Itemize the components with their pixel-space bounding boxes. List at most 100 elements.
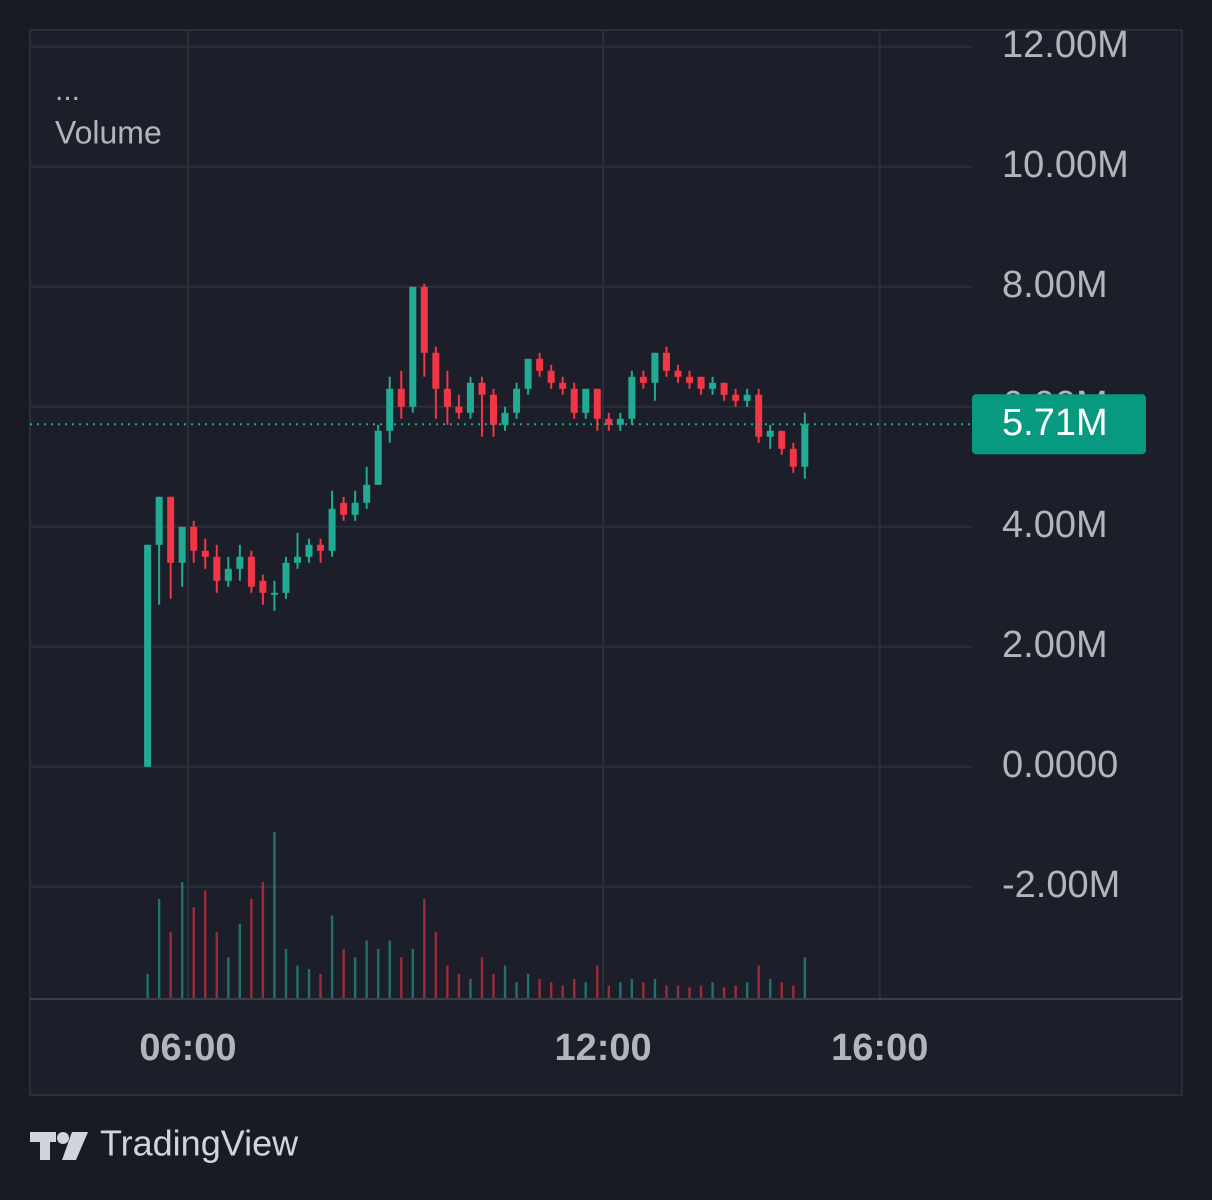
- candle-body: [547, 370, 555, 383]
- candle-body: [213, 556, 221, 581]
- candle-body: [351, 502, 359, 515]
- volume-bar: [711, 982, 714, 999]
- x-tick-label: 12:00: [554, 1027, 651, 1069]
- volume-bar: [192, 907, 195, 999]
- candle-body: [190, 526, 198, 551]
- volume-bar: [307, 968, 311, 999]
- chart-pane: [29, 29, 1183, 1096]
- volume-bar: [619, 982, 622, 999]
- volume-bar: [446, 965, 449, 999]
- candle-body: [443, 388, 451, 407]
- candle-body: [559, 382, 567, 389]
- volume-bar: [261, 882, 265, 999]
- volume-bar: [273, 832, 276, 999]
- candle-body: [259, 580, 267, 593]
- candle-body: [720, 382, 728, 395]
- candle-body: [628, 376, 636, 419]
- candle-body: [236, 556, 244, 569]
- volume-bar: [480, 957, 484, 999]
- y-tick-label: 8.00M: [1002, 264, 1108, 306]
- volume-bar: [180, 882, 184, 999]
- volume-bar: [423, 898, 426, 999]
- volume-bar: [227, 957, 230, 999]
- x-tick-label: 06:00: [139, 1027, 236, 1069]
- volume-bars: [146, 832, 807, 999]
- volume-bar: [780, 982, 783, 999]
- candle-body: [778, 430, 786, 449]
- volume-bar: [411, 948, 414, 999]
- indicator-name: Volume: [55, 114, 162, 150]
- volume-bar: [434, 932, 438, 999]
- candle-body: [409, 286, 417, 407]
- volume-bar: [469, 978, 472, 999]
- candle-body: [201, 550, 209, 557]
- candle-body: [270, 592, 278, 595]
- volume-bar: [676, 985, 680, 999]
- candle-body: [651, 352, 659, 383]
- candle-body: [513, 388, 521, 413]
- volume-bar: [400, 957, 403, 999]
- volume-bar: [584, 982, 587, 999]
- candle-body: [801, 424, 809, 467]
- candle-body: [639, 376, 647, 383]
- candle-body: [501, 412, 509, 425]
- candle-body: [455, 406, 463, 413]
- candle-body: [305, 544, 313, 557]
- candle-body: [743, 394, 751, 401]
- candle-body: [317, 544, 325, 551]
- volume-bar: [803, 957, 807, 999]
- candle-body: [282, 562, 290, 593]
- candle-body: [167, 496, 175, 563]
- volume-bar: [573, 978, 576, 999]
- candle-body: [432, 352, 440, 389]
- volume-bar: [757, 965, 760, 999]
- candle-body: [755, 394, 763, 437]
- y-tick-label: 2.00M: [1002, 624, 1108, 666]
- volume-bar: [515, 982, 518, 999]
- candle-body: [686, 376, 694, 383]
- volume-bar: [169, 932, 172, 999]
- volume-bar: [699, 985, 703, 999]
- candle-body: [328, 508, 336, 551]
- volume-bar: [503, 965, 507, 999]
- volume-bar: [157, 898, 161, 999]
- volume-bar: [549, 982, 553, 999]
- candle-body: [490, 394, 498, 425]
- volume-bar: [734, 985, 737, 999]
- brand-name: TradingView: [100, 1123, 299, 1164]
- last-price-label: 5.71M: [1002, 402, 1108, 444]
- volume-bar: [365, 940, 368, 999]
- candle-body: [466, 382, 474, 413]
- candle-body: [420, 286, 428, 353]
- volume-bar: [204, 890, 207, 999]
- candle-body: [789, 448, 797, 467]
- grid: [30, 30, 972, 999]
- volume-bar: [238, 923, 242, 999]
- y-tick-label: 0.0000: [1002, 744, 1118, 786]
- volume-bar: [492, 973, 495, 999]
- volume-bar: [642, 982, 645, 999]
- volume-bar: [630, 978, 634, 999]
- candle-body: [386, 388, 394, 431]
- volume-bar: [526, 973, 530, 999]
- candle-body: [766, 430, 774, 437]
- volume-bar: [607, 985, 611, 999]
- candle-body: [524, 358, 532, 389]
- volume-bar: [250, 898, 253, 999]
- candle-body: [224, 568, 232, 581]
- brand-logo: [30, 1132, 88, 1160]
- candle-body: [340, 502, 348, 515]
- y-tick-label: -2.00M: [1002, 864, 1120, 906]
- volume-bar: [388, 940, 391, 999]
- volume-bar: [342, 948, 345, 999]
- candle-body: [397, 388, 405, 407]
- volume-bar: [377, 948, 380, 999]
- volume-bar: [653, 978, 657, 999]
- candle-body: [363, 484, 371, 503]
- y-tick-label: 10.00M: [1002, 144, 1129, 186]
- volume-bar: [296, 965, 299, 999]
- indicator-menu[interactable]: ...: [55, 74, 80, 107]
- volume-bar: [284, 948, 288, 999]
